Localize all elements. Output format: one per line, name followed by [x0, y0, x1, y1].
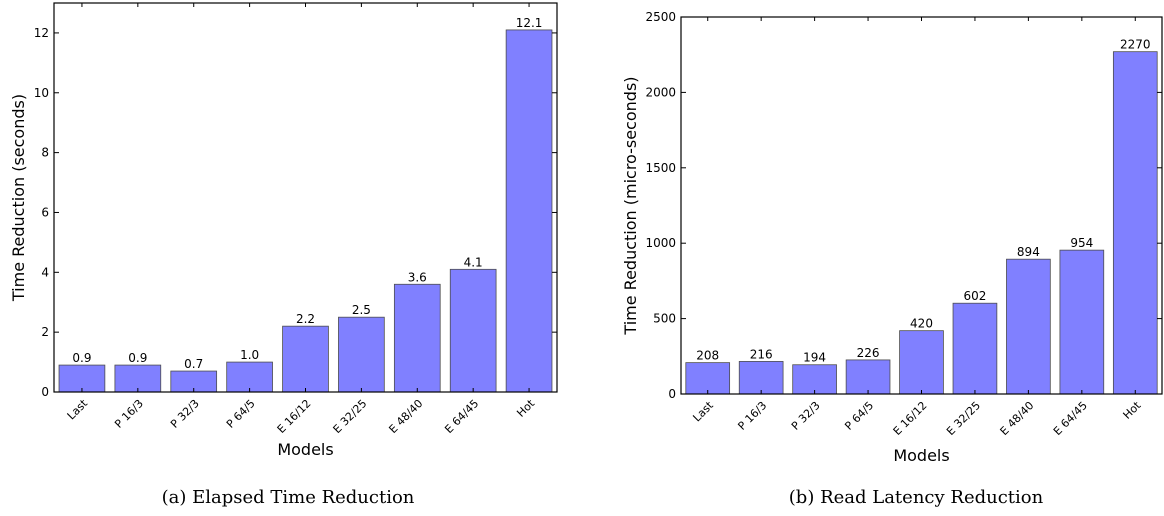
bar-latency-3 [845, 359, 891, 395]
y-tick-label-elapsed-6: 12 [34, 26, 49, 40]
value-label-latency-2: 194 [803, 351, 826, 365]
y-tick-label-latency-4: 2000 [645, 85, 676, 99]
bar-elapsed-8 [505, 29, 553, 393]
bar-elapsed-6 [393, 283, 441, 393]
category-label-elapsed-2: P 32/3 [168, 397, 202, 431]
y-tick-label-elapsed-5: 10 [34, 86, 49, 100]
y-tick-label-elapsed-2: 4 [41, 265, 49, 279]
chart-read-latency: 208 Last 216 P 16/3 194 P 32/3 226 P 64/5 420 E 1… [621, 10, 1163, 465]
category-label-elapsed-0: Last [65, 396, 91, 422]
category-label-latency-2: P 32/3 [789, 399, 823, 433]
value-label-elapsed-5: 2.5 [352, 303, 371, 317]
bar-elapsed-5 [338, 316, 385, 393]
value-label-elapsed-2: 0.7 [184, 357, 203, 371]
y-tick-label-elapsed-1: 2 [41, 325, 49, 339]
bar-latency-1 [738, 361, 784, 395]
y-tick-label-latency-1: 500 [653, 312, 676, 326]
category-label-elapsed-5: E 32/25 [331, 397, 370, 436]
bar-latency-4 [899, 330, 944, 395]
y-axis-title-elapsed: Time Reduction (seconds) [9, 94, 28, 302]
bar-elapsed-1 [114, 364, 162, 393]
chart-elapsed-time: 0.9 Last 0.9 P 16/3 0.7 P 32/3 1.0 P 64/5 2.2 E 1… [9, 2, 558, 459]
y-axis-title-latency: Time Reduction (micro-seconds) [621, 76, 640, 335]
bar-elapsed-7 [449, 268, 497, 393]
category-label-elapsed-7: E 64/45 [442, 397, 481, 436]
category-label-latency-0: Last [690, 398, 716, 424]
plot-frame-latency [680, 16, 1163, 395]
category-label-latency-8: Hot [1121, 398, 1144, 421]
value-label-elapsed-0: 0.9 [72, 351, 91, 365]
y-tick-label-elapsed-0: 0 [41, 385, 49, 399]
value-label-elapsed-6: 3.6 [408, 270, 427, 284]
value-label-latency-6: 894 [1017, 245, 1040, 259]
category-label-elapsed-1: P 16/3 [112, 397, 146, 431]
y-tick-label-elapsed-3: 6 [41, 205, 49, 219]
caption-elapsed-time: (a) Elapsed Time Reduction [162, 487, 415, 508]
value-label-latency-3: 226 [857, 346, 880, 360]
category-label-elapsed-3: P 64/5 [224, 397, 258, 431]
category-label-latency-4: E 16/12 [891, 399, 930, 438]
value-label-elapsed-4: 2.2 [296, 312, 315, 326]
category-label-latency-7: E 64/45 [1051, 399, 1090, 438]
caption-read-latency: (b) Read Latency Reduction [789, 487, 1044, 508]
bar-elapsed-0 [58, 364, 106, 393]
bar-latency-5 [952, 302, 998, 395]
bar-latency-8 [1112, 51, 1158, 395]
plot-frame-elapsed [53, 2, 558, 393]
x-axis-title-elapsed: Models [277, 440, 333, 459]
y-tick-label-latency-0: 0 [668, 387, 676, 401]
y-tick-label-latency-2: 1000 [645, 236, 676, 250]
value-label-latency-5: 602 [963, 289, 986, 303]
category-label-latency-1: P 16/3 [735, 399, 769, 433]
category-label-elapsed-8: Hot [514, 396, 537, 419]
category-label-elapsed-4: E 16/12 [275, 397, 314, 436]
bar-latency-6 [1006, 258, 1051, 395]
y-tick-label-elapsed-4: 8 [41, 146, 49, 160]
category-label-elapsed-6: E 48/40 [386, 397, 425, 436]
value-label-elapsed-3: 1.0 [240, 348, 259, 362]
value-label-elapsed-8: 12.1 [516, 16, 543, 30]
x-axis-title-latency: Models [893, 446, 949, 465]
value-label-latency-4: 420 [910, 317, 933, 331]
bar-elapsed-4 [282, 325, 329, 393]
bar-latency-2 [792, 364, 837, 395]
bar-elapsed-3 [226, 361, 273, 393]
bar-latency-7 [1059, 249, 1105, 395]
value-label-latency-0: 208 [696, 349, 719, 363]
value-label-latency-1: 216 [750, 347, 773, 361]
y-tick-label-latency-5: 2500 [645, 10, 676, 24]
value-label-elapsed-1: 0.9 [128, 351, 147, 365]
y-tick-label-latency-3: 1500 [645, 161, 676, 175]
category-label-latency-5: E 32/25 [944, 399, 983, 438]
bar-latency-0 [685, 362, 731, 395]
category-label-latency-6: E 48/40 [998, 399, 1037, 438]
value-label-latency-8: 2270 [1120, 38, 1151, 52]
category-label-latency-3: P 64/5 [842, 399, 876, 433]
value-label-elapsed-7: 4.1 [464, 255, 483, 269]
value-label-latency-7: 954 [1070, 236, 1093, 250]
